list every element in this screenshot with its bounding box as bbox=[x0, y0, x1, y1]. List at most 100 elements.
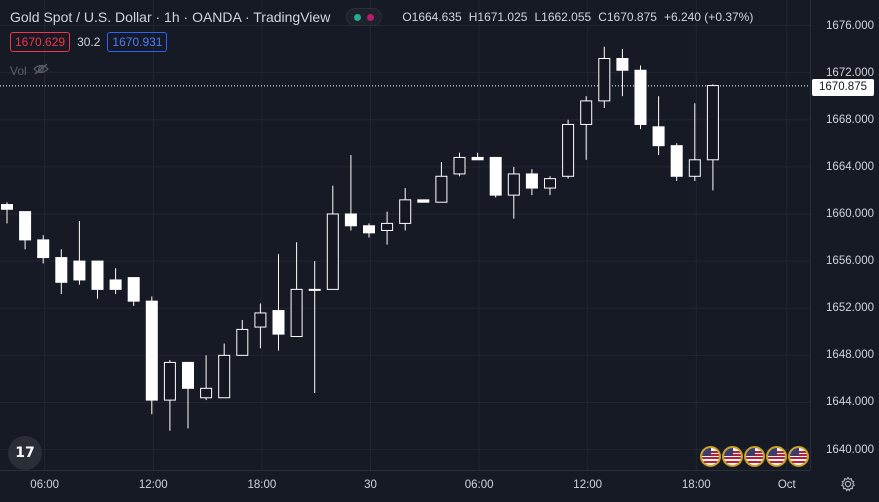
candle[interactable] bbox=[363, 223, 375, 238]
gear-icon[interactable] bbox=[840, 476, 856, 492]
candle-body-up bbox=[236, 328, 249, 356]
candle[interactable] bbox=[453, 152, 466, 177]
candle[interactable] bbox=[381, 211, 394, 245]
candle[interactable] bbox=[544, 176, 556, 196]
candle[interactable] bbox=[127, 277, 140, 306]
candle-body-up bbox=[706, 85, 719, 161]
economic-events bbox=[700, 446, 809, 467]
market-status-toggle[interactable] bbox=[346, 8, 383, 26]
us-flag-icon[interactable] bbox=[700, 446, 721, 467]
ohlc-values: O1664.635 H1671.025 L1662.055 C1670.875 … bbox=[402, 10, 753, 24]
close-label: C bbox=[598, 10, 607, 24]
volume-legend: Vol bbox=[10, 63, 49, 78]
candle-body-down bbox=[1, 204, 13, 210]
chart-legend: Gold Spot / U.S. Dollar · 1h · OANDA · T… bbox=[10, 7, 753, 27]
price-tick-label: 1644.000 bbox=[826, 396, 874, 409]
candle[interactable] bbox=[163, 360, 176, 431]
time-tick-label: 06:00 bbox=[30, 479, 60, 491]
time-tick-label: 18:00 bbox=[681, 479, 711, 491]
candle[interactable] bbox=[308, 261, 321, 394]
candle-body-down bbox=[363, 225, 375, 234]
candle-body-down bbox=[73, 260, 86, 281]
candle[interactable] bbox=[525, 169, 538, 196]
candle[interactable] bbox=[91, 260, 104, 299]
candle[interactable] bbox=[598, 46, 611, 108]
us-flag-icon[interactable] bbox=[788, 446, 809, 467]
candle-body-up bbox=[218, 354, 231, 399]
candle-body-down bbox=[652, 126, 665, 147]
candle-body-down bbox=[19, 211, 32, 241]
candle-body-up bbox=[435, 175, 448, 203]
candle[interactable] bbox=[616, 49, 629, 97]
candle-body-down bbox=[272, 310, 285, 335]
time-tick-label: 12:00 bbox=[138, 479, 168, 491]
candle[interactable] bbox=[706, 84, 719, 191]
candle[interactable] bbox=[236, 320, 249, 356]
candle-body-down bbox=[634, 69, 647, 125]
candle[interactable] bbox=[272, 254, 285, 351]
candle[interactable] bbox=[145, 296, 158, 415]
candle[interactable] bbox=[562, 119, 575, 179]
chart-canvas[interactable] bbox=[0, 0, 810, 470]
candle[interactable] bbox=[634, 65, 647, 130]
market-open-dot-icon bbox=[354, 13, 362, 21]
candle-body-up bbox=[580, 100, 593, 125]
candle[interactable] bbox=[109, 268, 122, 295]
price-tick-label: 1656.000 bbox=[826, 255, 874, 268]
time-axis[interactable]: 06:00 12:00 18:00 30 06:00 12:00 18:00 Oct bbox=[0, 470, 810, 502]
candle[interactable] bbox=[218, 343, 231, 399]
candle[interactable] bbox=[507, 166, 520, 219]
candle[interactable] bbox=[182, 361, 194, 429]
quote-row: 1670.629 30.2 1670.931 bbox=[10, 32, 168, 52]
close-value: 1670.875 bbox=[606, 10, 657, 24]
price-tick-label: 1668.000 bbox=[826, 113, 874, 126]
candle[interactable] bbox=[200, 355, 213, 401]
candle-body-up bbox=[544, 178, 556, 189]
candle-body-down bbox=[417, 199, 430, 203]
candle[interactable] bbox=[471, 152, 484, 161]
candle-body-down bbox=[127, 277, 140, 302]
open-value: 1664.635 bbox=[411, 10, 462, 24]
candle[interactable] bbox=[417, 199, 430, 203]
candle-body-down bbox=[670, 145, 683, 177]
candle[interactable] bbox=[688, 103, 701, 181]
volume-label[interactable]: Vol bbox=[10, 63, 27, 78]
candle[interactable] bbox=[399, 188, 412, 231]
candle-body-up bbox=[254, 312, 267, 328]
candle-body-down bbox=[91, 260, 104, 290]
candle[interactable] bbox=[19, 211, 32, 250]
candle[interactable] bbox=[670, 143, 683, 181]
candle-body-down bbox=[525, 173, 538, 189]
current-price-label: 1670.875 bbox=[812, 79, 874, 96]
candlestick-chart[interactable] bbox=[0, 0, 810, 470]
candle[interactable] bbox=[290, 242, 303, 337]
eye-off-icon[interactable] bbox=[32, 63, 49, 78]
candle-body-up bbox=[598, 57, 611, 102]
tradingview-logo-icon[interactable]: 17 bbox=[8, 436, 42, 470]
candle[interactable] bbox=[55, 249, 68, 295]
sell-price-button[interactable]: 1670.629 bbox=[10, 32, 71, 52]
us-flag-icon[interactable] bbox=[766, 446, 787, 467]
candle[interactable] bbox=[344, 155, 357, 231]
candle-body-up bbox=[453, 156, 466, 175]
candle[interactable] bbox=[1, 202, 13, 224]
symbol-title[interactable]: Gold Spot / U.S. Dollar · 1h · OANDA · T… bbox=[10, 9, 331, 25]
candle[interactable] bbox=[37, 235, 50, 264]
us-flag-icon[interactable] bbox=[744, 446, 765, 467]
candle[interactable] bbox=[652, 96, 665, 156]
price-tick-label: 1664.000 bbox=[826, 160, 874, 173]
buy-price-button[interactable]: 1670.931 bbox=[107, 32, 168, 52]
high-label: H bbox=[468, 10, 478, 24]
price-axis[interactable]: 1640.000 1644.000 1648.000 1652.000 1656.000… bbox=[810, 0, 879, 470]
candle[interactable] bbox=[73, 221, 86, 285]
candle[interactable] bbox=[489, 156, 502, 198]
us-flag-icon[interactable] bbox=[722, 446, 743, 467]
candle[interactable] bbox=[254, 303, 267, 349]
candle[interactable] bbox=[580, 96, 593, 160]
candle[interactable] bbox=[435, 162, 448, 203]
candle-body-up bbox=[562, 123, 575, 177]
change-value: +6.240 (+0.37%) bbox=[663, 10, 754, 24]
candle-body-down bbox=[489, 156, 502, 196]
high-value: 1671.025 bbox=[477, 10, 528, 24]
candle[interactable] bbox=[326, 185, 339, 290]
